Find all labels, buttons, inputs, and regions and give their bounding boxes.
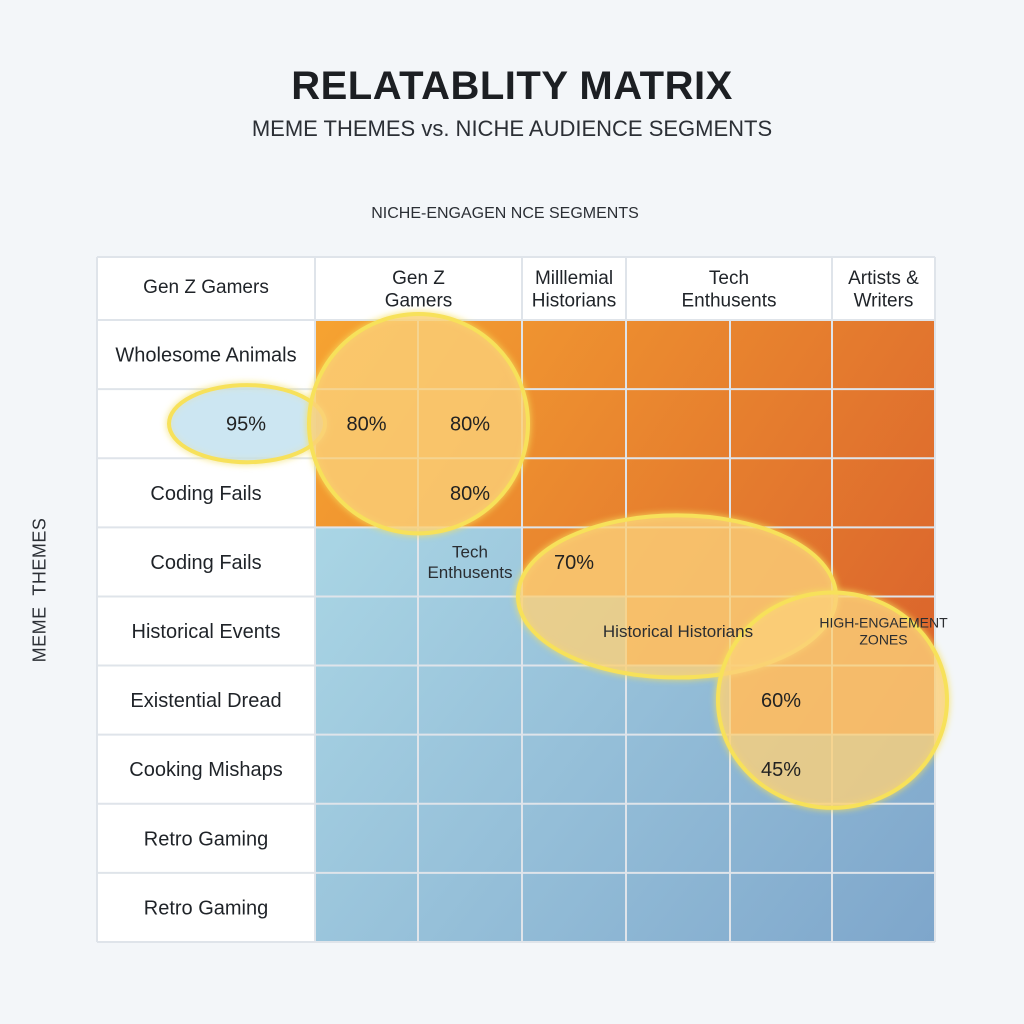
row-label: Retro Gaming — [144, 828, 269, 850]
column-header: Gen Z Gamers — [385, 268, 453, 312]
heatmap-cell-hot — [626, 389, 730, 459]
heatmap-cell-cool — [315, 596, 418, 666]
row-label: Cooking Mishaps — [129, 759, 282, 781]
column-header: Tech Enthusents — [681, 268, 776, 312]
chart-title: RELATABLITY MATRIX — [291, 64, 733, 108]
value-label: 60% — [761, 690, 801, 712]
highlight-zone-zone-80 — [307, 312, 530, 536]
heatmap-cell-hot — [522, 458, 626, 528]
heatmap-cell-hot — [730, 458, 832, 528]
row-label: Coding Fails — [150, 483, 261, 505]
row-label: Historical Events — [132, 621, 281, 643]
highlight-zone-zone-60 — [716, 590, 949, 810]
chart-subtitle: MEME THEMES vs. NICHE AUDIENCE SEGMENTS — [251, 116, 773, 141]
heatmap-cell-cool — [832, 803, 935, 873]
heatmap-cell-cool — [522, 734, 626, 804]
heatmap-cell-cool — [418, 527, 522, 597]
heatmap-cell-cool — [418, 803, 522, 873]
heatmap-cell-hot — [626, 320, 730, 390]
heatmap-cell-hot — [522, 320, 626, 390]
heatmap-cell-cool — [730, 803, 832, 873]
row-label: Retro Gaming — [144, 897, 269, 919]
heatmap-cell-hot — [832, 527, 935, 597]
heatmap-cell-cool — [626, 803, 730, 873]
heatmap-cell-cool — [315, 803, 418, 873]
heatmap-cell-hot — [832, 320, 935, 390]
heatmap-cell-cool — [315, 527, 418, 597]
value-label: 70% — [554, 552, 594, 574]
heatmap-cell-hot — [730, 389, 832, 459]
value-label: 95% — [226, 414, 266, 436]
heatmap-cell-cool — [418, 596, 522, 666]
column-header: Artists & Writers — [848, 268, 919, 312]
x-axis-title: NICHE-ENGAGEN NCE SEGMENTS — [371, 205, 639, 222]
heatmap-cell-cool — [522, 872, 626, 942]
heatmap-cell-cool — [626, 734, 730, 804]
row-label: Wholesome Animals — [115, 345, 296, 367]
annotation-label: Historical Historians — [603, 622, 753, 641]
value-label: 80% — [450, 414, 490, 436]
value-label: 45% — [761, 759, 801, 781]
heatmap-cell-cool — [522, 803, 626, 873]
heatmap-cell-hot — [832, 458, 935, 528]
value-label: 80% — [450, 483, 490, 505]
heatmap-cell-cool — [522, 665, 626, 735]
annotation-label: Tech Enthusents — [427, 543, 512, 582]
row-label: Existential Dread — [130, 690, 281, 712]
heatmap-cell-cool — [730, 872, 832, 942]
heatmap-cell-cool — [418, 872, 522, 942]
heatmap-cell-cool — [418, 665, 522, 735]
heatmap-cell-hot — [522, 389, 626, 459]
heatmap-cell-cool — [315, 665, 418, 735]
row-label: Coding Fails — [150, 552, 261, 574]
heatmap-cell-cool — [626, 872, 730, 942]
column-header: Milllemial Historians — [532, 268, 616, 312]
corner-label: Gen Z Gamers — [143, 277, 269, 298]
heatmap-cell-cool — [418, 734, 522, 804]
heatmap-cell-cool — [315, 734, 418, 804]
heatmap-cell-cool — [832, 872, 935, 942]
heatmap-cell-cool — [315, 872, 418, 942]
value-label: 80% — [346, 414, 386, 436]
annotation-label: HIGH-ENGAEMENT ZONES — [819, 615, 948, 648]
heatmap-cell-hot — [730, 320, 832, 390]
heatmap-cell-hot — [832, 389, 935, 459]
